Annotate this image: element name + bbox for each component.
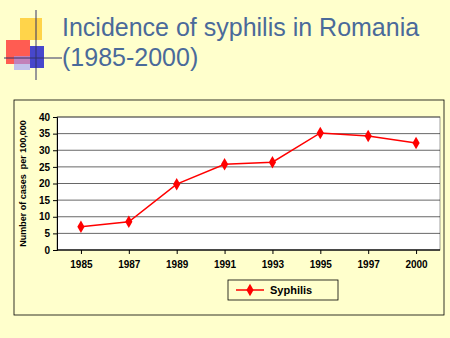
y-tick: 30 (39, 145, 57, 156)
series-line (81, 133, 416, 227)
y-tick: 5 (44, 228, 57, 239)
x-tick: 1989 (166, 250, 189, 270)
x-tick-mark (272, 250, 273, 254)
y-axis-title: Number of cases per 100,000 (18, 120, 28, 247)
y-tick: 15 (39, 195, 57, 206)
y-tick-mark (53, 217, 57, 218)
legend-marker (246, 284, 253, 296)
marker (365, 130, 372, 142)
decor-line (4, 58, 62, 59)
x-tick: 2000 (405, 250, 428, 270)
grid (57, 117, 440, 250)
grid-line (57, 216, 440, 217)
marker (77, 220, 84, 232)
marker (125, 215, 132, 227)
marker (412, 137, 419, 149)
legend-label: Syphilis (270, 284, 312, 296)
x-tick-label: 1989 (166, 259, 189, 270)
y-tick-mark (53, 117, 57, 118)
grid-line (57, 150, 440, 151)
y-tick: 25 (39, 162, 57, 173)
x-tick-label: 1997 (358, 259, 381, 270)
x-tick-mark (129, 250, 130, 254)
chart: Incidence of syphilis in Romania(1985-20… (0, 0, 450, 338)
decoration (4, 10, 62, 80)
marker (317, 127, 324, 139)
title: Incidence of syphilis in Romania(1985-20… (62, 13, 419, 71)
grid-line (57, 200, 440, 201)
x-tick: 1991 (214, 250, 237, 270)
x-tick-label: 1991 (214, 259, 237, 270)
y-tick-label: 25 (39, 162, 51, 173)
y-tick-mark (53, 200, 57, 201)
y-tick: 40 (39, 112, 57, 123)
grid-line (57, 166, 440, 167)
marks (77, 127, 419, 233)
y-axis-line (53, 118, 58, 251)
grid-line (57, 183, 440, 184)
y-tick: 0 (44, 245, 57, 256)
y-tick-label: 5 (44, 228, 50, 239)
x-tick-mark (416, 250, 417, 254)
y-tick-mark (53, 250, 57, 251)
x-tick-label: 2000 (405, 259, 428, 270)
y-tick-mark (53, 233, 57, 234)
x-tick: 1995 (310, 250, 333, 270)
marker (269, 156, 276, 168)
x-tick-label: 1993 (262, 259, 285, 270)
legend-box (228, 280, 338, 300)
x-tick-mark (320, 250, 321, 254)
background (0, 0, 450, 338)
x-tick-mark (177, 250, 178, 254)
x-tick-label: 1987 (118, 259, 141, 270)
y-tick-label: 35 (39, 128, 51, 139)
decor-square (30, 46, 44, 68)
marker (173, 178, 180, 190)
decor-line (36, 10, 37, 80)
y-tick-mark (53, 184, 57, 185)
y-tick-label: 15 (39, 195, 51, 206)
y-tick: 20 (39, 178, 57, 189)
grid-line (57, 117, 440, 118)
x-tick-label: 1985 (70, 259, 93, 270)
x-axis: 1985 1987 1989 1991 1993 1995 1997 2000 (57, 250, 440, 270)
grid-line (57, 233, 440, 234)
y-tick-mark (53, 150, 57, 151)
y-tick-mark (53, 167, 57, 168)
y-axis: 0 5 10 15 20 25 30 35 40 (39, 112, 58, 256)
x-tick: 1985 (70, 250, 93, 270)
y-tick: 35 (39, 128, 57, 139)
x-tick-mark (368, 250, 369, 254)
y-tick-label: 20 (39, 178, 51, 189)
grid-line (57, 250, 440, 251)
y-tick-label: 40 (39, 112, 51, 123)
y-tick-label: 10 (39, 211, 51, 222)
x-tick-mark (81, 250, 82, 254)
x-tick: 1997 (358, 250, 381, 270)
x-tick: 1993 (262, 250, 285, 270)
x-tick-mark (225, 250, 226, 254)
grid-line (57, 133, 440, 134)
marker (221, 158, 228, 170)
decor-square (20, 18, 42, 40)
y-tick-mark (53, 134, 57, 135)
y-tick-label: 0 (44, 245, 50, 256)
x-tick: 1987 (118, 250, 141, 270)
x-tick-label: 1995 (310, 259, 333, 270)
legend: Syphilis (228, 280, 338, 300)
y-tick-label: 30 (39, 145, 51, 156)
y-tick: 10 (39, 211, 57, 222)
x-axis-line (57, 250, 440, 251)
plot-area (57, 117, 440, 250)
chart-frame (14, 100, 444, 315)
